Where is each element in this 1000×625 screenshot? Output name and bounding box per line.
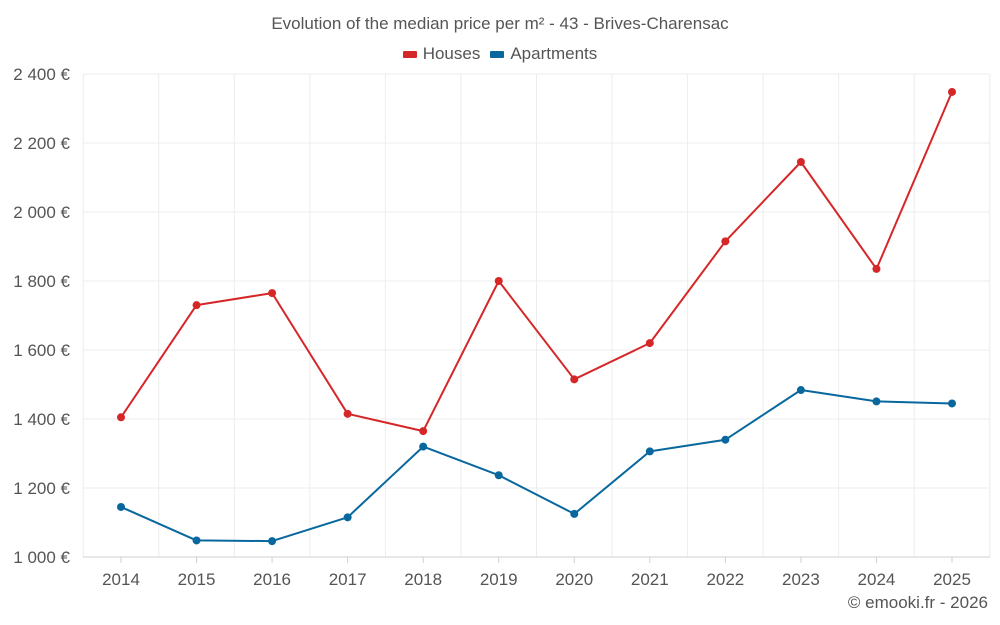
- x-tick-label: 2022: [706, 570, 744, 589]
- y-tick-label: 1 400 €: [13, 410, 70, 429]
- data-point-apartments: [721, 435, 730, 444]
- data-point-apartments: [872, 397, 881, 406]
- x-tick-label: 2017: [329, 570, 367, 589]
- data-point-apartments: [494, 471, 503, 480]
- chart-legend: Houses Apartments: [0, 44, 1000, 64]
- y-tick-label: 1 600 €: [13, 341, 70, 360]
- data-point-apartments: [117, 502, 125, 511]
- legend-item-apartments[interactable]: Apartments: [490, 44, 597, 64]
- y-tick-label: 2 400 €: [13, 65, 70, 84]
- series-line-houses: [120, 91, 953, 433]
- data-point-houses: [117, 413, 125, 422]
- x-tick-label: 2020: [555, 570, 593, 589]
- series-apartments: [117, 386, 956, 546]
- legend-label-apartments: Apartments: [510, 44, 598, 63]
- x-tick-label: 2023: [782, 570, 820, 589]
- data-point-apartments: [343, 513, 352, 522]
- data-point-apartments: [419, 442, 428, 451]
- data-point-houses: [645, 339, 654, 348]
- legend-swatch-houses: [402, 50, 417, 58]
- data-point-apartments: [570, 509, 579, 518]
- data-point-apartments: [948, 399, 956, 408]
- data-point-houses: [721, 237, 730, 246]
- legend-label-houses: Houses: [422, 44, 481, 63]
- y-tick-label: 1 200 €: [13, 479, 70, 498]
- grid-lines: [82, 73, 991, 558]
- data-point-apartments: [192, 536, 201, 545]
- legend-item-houses[interactable]: Houses: [402, 44, 481, 64]
- legend-swatch-apartments: [490, 50, 505, 58]
- data-point-houses: [948, 87, 956, 96]
- data-point-houses: [872, 264, 881, 273]
- data-point-houses: [343, 409, 352, 418]
- x-axis: 2014 2015 2016 2017 2018 2019 2020 2021 2022 2023…: [102, 557, 971, 589]
- series-houses: [117, 87, 956, 436]
- chart-title: Evolution of the median price per m² - 4…: [271, 14, 729, 33]
- data-point-houses: [494, 277, 503, 285]
- data-point-houses: [192, 301, 201, 310]
- x-tick-label: 2019: [480, 570, 518, 589]
- x-tick-label: 2016: [253, 570, 291, 589]
- data-point-apartments: [645, 447, 654, 456]
- x-tick-label: 2018: [404, 570, 442, 589]
- data-point-apartments: [796, 386, 805, 395]
- x-tick-label: 2021: [631, 570, 669, 589]
- y-tick-label: 1 000 €: [13, 548, 70, 567]
- x-tick-label: 2025: [933, 570, 971, 589]
- credit-text: © emooki.fr - 2026: [847, 593, 988, 612]
- data-point-houses: [796, 157, 805, 166]
- y-axis: 1 000 € 1 200 € 1 400 € 1 600 € 1 800 € 2 000…: [13, 65, 70, 567]
- y-tick-label: 2 000 €: [13, 203, 70, 222]
- y-tick-label: 1 800 €: [13, 272, 70, 291]
- data-point-houses: [419, 427, 428, 436]
- data-point-apartments: [268, 537, 277, 546]
- series-line-apartments: [120, 389, 953, 543]
- x-tick-label: 2024: [858, 570, 896, 589]
- x-tick-label: 2015: [178, 570, 216, 589]
- y-tick-label: 2 200 €: [13, 134, 70, 153]
- data-point-houses: [570, 375, 579, 384]
- data-point-houses: [268, 289, 277, 298]
- x-tick-label: 2014: [102, 570, 140, 589]
